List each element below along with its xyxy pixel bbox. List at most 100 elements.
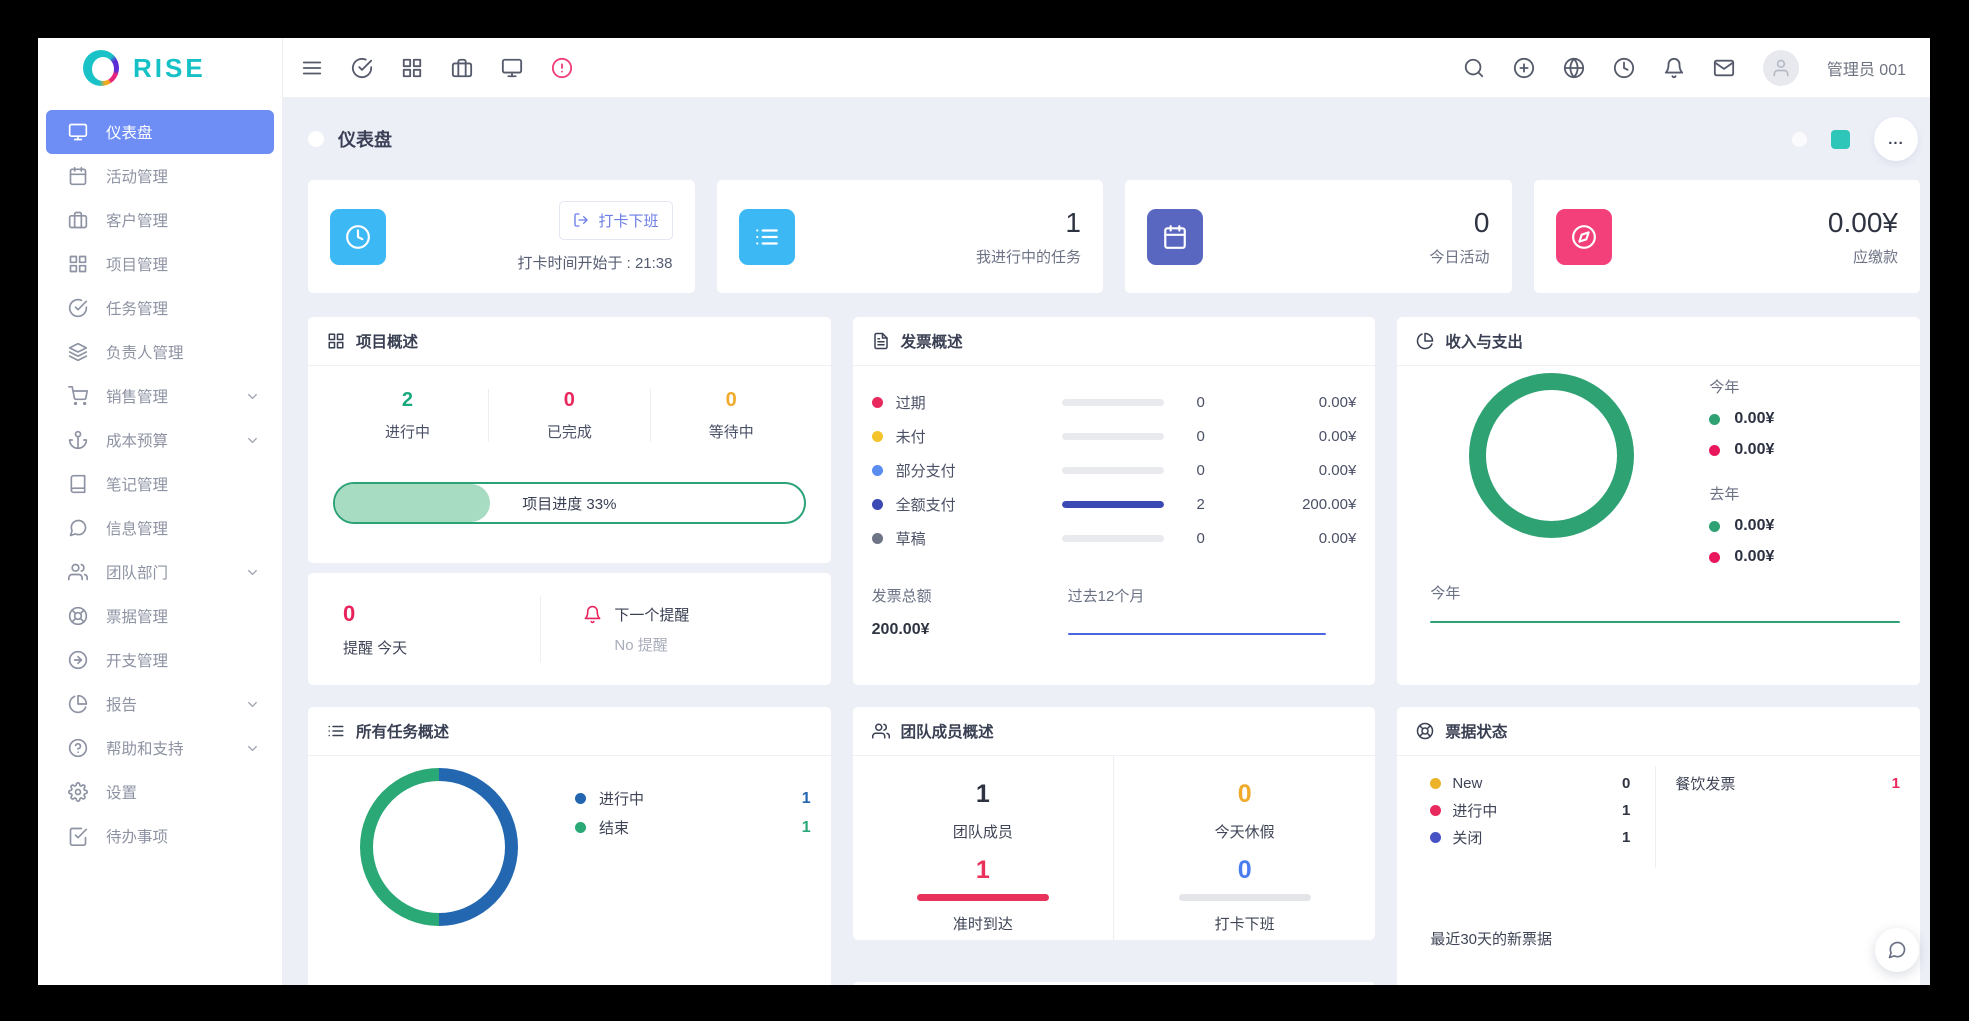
on-time-value: 1	[975, 856, 990, 884]
life-buoy-icon	[1416, 722, 1434, 740]
this-year-income: 0.00¥	[1734, 410, 1775, 427]
my-tasks-value: 1	[1065, 206, 1081, 238]
pie-chart-icon	[1416, 332, 1434, 350]
mail-icon[interactable]	[1713, 57, 1735, 79]
help-circle-icon	[68, 738, 88, 758]
pie-chart-icon	[68, 694, 88, 714]
users-icon	[871, 722, 890, 740]
page-title-dot	[308, 131, 324, 147]
sidebar-item-tasks[interactable]: 任务管理	[46, 286, 274, 330]
invoice-overview-card: 发票概述 过期 0 0.00¥ 未付	[852, 317, 1376, 685]
income-expense-footer-label: 今年	[1430, 585, 1461, 602]
logout-icon	[573, 212, 589, 228]
chat-bubble-icon	[1887, 940, 1907, 960]
sidebar-item-label: 任务管理	[106, 301, 169, 318]
project-progress-label: 项目进度 33%	[522, 495, 617, 513]
due-value: 0.00¥	[1827, 206, 1898, 238]
sidebar-item-dashboard[interactable]: 仪表盘	[46, 110, 274, 154]
sidebar-item-activities[interactable]: 活动管理	[46, 154, 274, 198]
projects-done-label: 已完成	[546, 424, 592, 441]
sidebar-item-leaders[interactable]: 负责人管理	[46, 330, 274, 374]
layout-square-toggle[interactable]	[1831, 129, 1850, 149]
today-events-value: 0	[1473, 206, 1490, 238]
sidebar-item-reports[interactable]: 报告	[46, 682, 274, 726]
calendar-icon	[1147, 208, 1203, 265]
bell-icon[interactable]	[1663, 57, 1685, 79]
grid-icon	[327, 332, 345, 350]
punched-out-label: 打卡下班	[1214, 916, 1275, 933]
invoice-bar	[1061, 466, 1164, 474]
on-leave-label: 今天休假	[1214, 824, 1275, 841]
sidebar-item-projects[interactable]: 项目管理	[46, 242, 274, 286]
menu-icon[interactable]	[301, 57, 323, 79]
globe-icon[interactable]	[1563, 57, 1585, 79]
users-icon	[68, 562, 88, 582]
divider	[1655, 766, 1657, 868]
user-name[interactable]: 管理员 001	[1826, 61, 1906, 79]
income-expense-card: 收入与支出 今年 0.00¥ 0.00¥ 去年 0.00¥ 0.00¥ 今年	[1397, 317, 1920, 685]
layout-dot-toggle[interactable]	[1792, 131, 1807, 147]
search-icon[interactable]	[1463, 57, 1485, 79]
sidebar-item-label: 报告	[106, 697, 138, 714]
due-label: 应缴款	[1852, 248, 1898, 266]
layers-icon	[68, 342, 88, 362]
punch-out-button[interactable]: 打卡下班	[559, 200, 673, 240]
invoice-total-value: 200.00¥	[871, 621, 930, 638]
alert-circle-icon[interactable]	[551, 57, 573, 79]
project-stats: 2 进行中 0 已完成 0 等待中	[327, 389, 812, 442]
briefcase-icon	[68, 210, 88, 230]
invoice-row: 过期 0 0.00¥	[871, 385, 1356, 419]
sidebar-item-label: 负责人管理	[106, 345, 184, 362]
grid-icon[interactable]	[401, 57, 423, 79]
sidebar-item-expenses[interactable]: 开支管理	[46, 638, 274, 682]
sidebar-item-help[interactable]: 帮助和支持	[46, 726, 274, 770]
page-header: 仪表盘 ...	[308, 98, 1920, 180]
brand: RISE	[38, 38, 282, 98]
legend-group-label: 去年	[1709, 486, 1740, 503]
avatar[interactable]	[1762, 49, 1799, 86]
invoice-row: 部分支付 0 0.00¥	[871, 453, 1356, 487]
due-card: 0.00¥ 应缴款	[1533, 180, 1920, 293]
ticket-status-list: New 0 进行中 1 关闭 1	[1430, 770, 1630, 851]
bell-icon	[583, 605, 602, 624]
punched-out-bar	[1178, 894, 1311, 901]
sidebar-item-notes[interactable]: 笔记管理	[46, 462, 274, 506]
panel-title: 项目概述	[356, 334, 419, 351]
page-controls: ...	[1792, 117, 1918, 161]
chat-button[interactable]	[1875, 928, 1919, 972]
monitor-icon	[68, 122, 88, 142]
sidebar-item-messages[interactable]: 信息管理	[46, 506, 274, 550]
briefcase-icon[interactable]	[451, 57, 473, 79]
sidebar: RISE 仪表盘 活动管理 客户管理 项目管理 任务管理	[38, 38, 283, 985]
panel-title: 团队成员概述	[900, 724, 994, 741]
invoice-sparkline	[1067, 633, 1326, 635]
sidebar-item-label: 开支管理	[106, 653, 169, 670]
invoice-bar	[1061, 398, 1164, 406]
plus-circle-icon[interactable]	[1513, 57, 1535, 79]
sidebar-item-team[interactable]: 团队部门	[46, 550, 274, 594]
ticket-category-label: 餐饮发票	[1675, 776, 1736, 793]
sidebar-item-tickets[interactable]: 票据管理	[46, 594, 274, 638]
reminders-card: 0 提醒 今天 下一个提醒 No 提醒	[308, 573, 831, 685]
chevron-down-icon	[245, 389, 260, 404]
panel-title: 票据状态	[1445, 724, 1508, 741]
chevron-down-icon	[245, 433, 260, 448]
monitor-icon[interactable]	[501, 57, 523, 79]
status-dot	[575, 822, 586, 833]
sidebar-item-sales[interactable]: 销售管理	[46, 374, 274, 418]
punch-out-label: 打卡下班	[598, 212, 659, 230]
sidebar-item-todo[interactable]: 待办事项	[46, 814, 274, 858]
income-dot	[1709, 413, 1721, 425]
clock-icon[interactable]	[1613, 57, 1635, 79]
status-dot	[575, 793, 586, 804]
on-time-label: 准时到达	[952, 916, 1013, 933]
reminders-today-label: 提醒 今天	[343, 639, 408, 657]
sidebar-item-clients[interactable]: 客户管理	[46, 198, 274, 242]
sidebar-item-label: 帮助和支持	[106, 741, 184, 758]
sidebar-item-settings[interactable]: 设置	[46, 770, 274, 814]
status-dot	[871, 532, 883, 544]
check-circle-icon[interactable]	[351, 57, 373, 79]
sidebar-item-budget[interactable]: 成本预算	[46, 418, 274, 462]
tasks-donut-chart	[360, 768, 518, 926]
more-button[interactable]: ...	[1874, 117, 1918, 161]
